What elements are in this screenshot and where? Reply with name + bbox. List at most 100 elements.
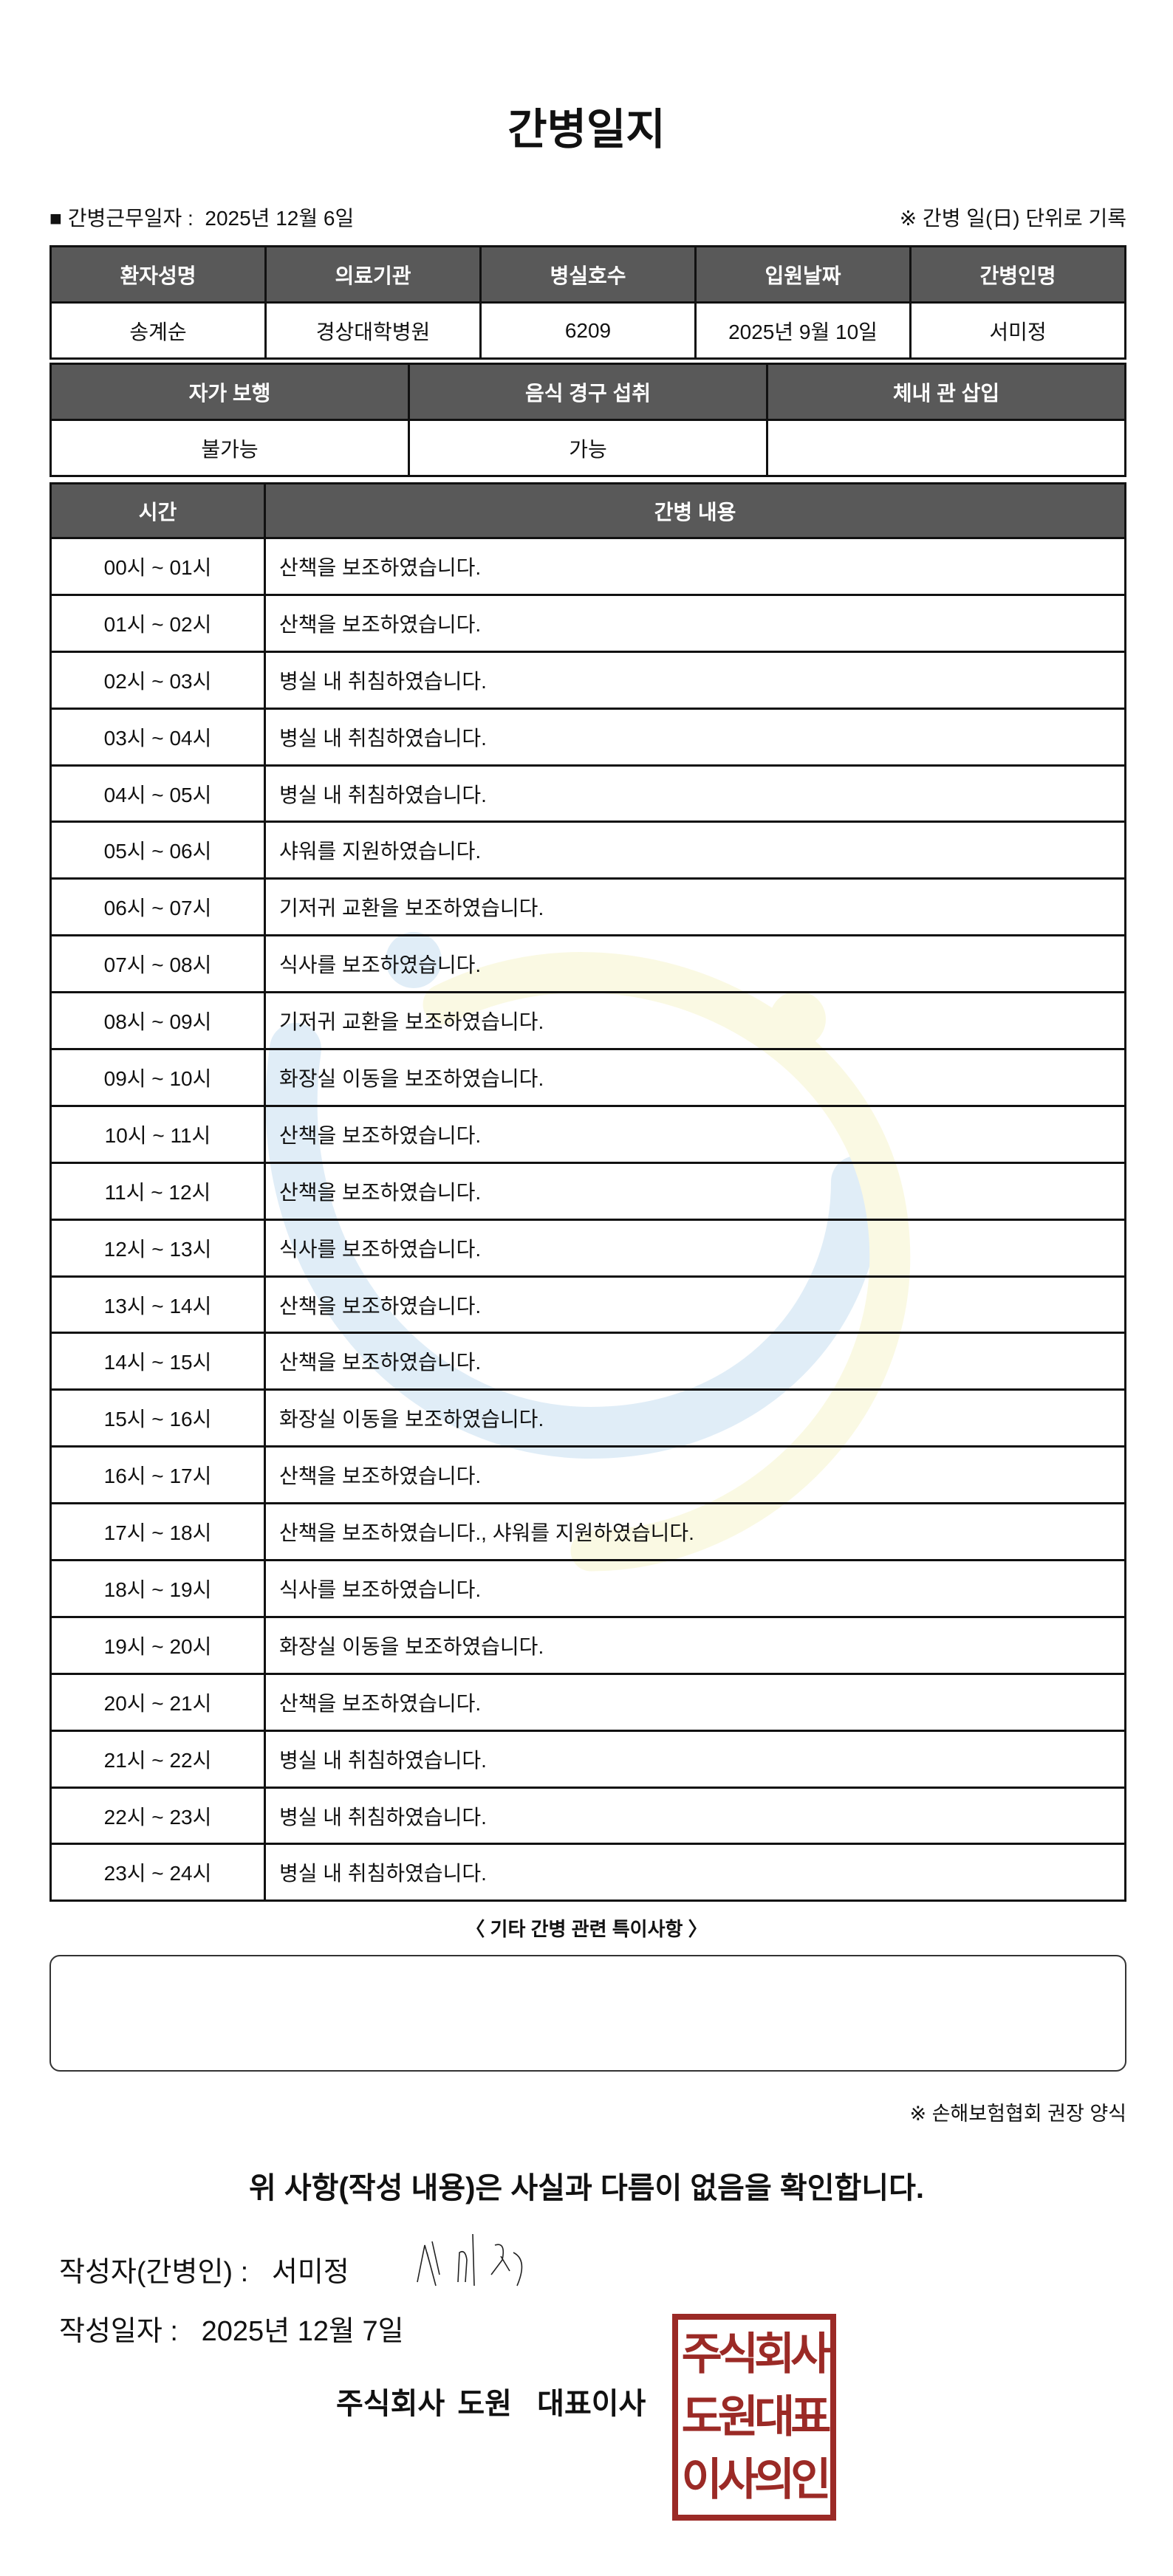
- time-cell: 23시 ~ 24시: [49, 1843, 266, 1902]
- table-row: 07시 ~ 08시 식사를 보조하였습니다.: [49, 934, 1126, 994]
- time-cell: 17시 ~ 18시: [49, 1502, 266, 1562]
- confirmation-statement: 위 사항(작성 내용)은 사실과 다름이 없음을 확인합니다.: [248, 2172, 925, 2205]
- table-row: 21시 ~ 22시 병실 내 취침하였습니다.: [49, 1729, 1126, 1789]
- table-row: 20시 ~ 21시 산책을 보조하였습니다.: [49, 1672, 1126, 1732]
- table-row: 19시 ~ 20시 화장실 이동을 보조하였습니다.: [49, 1615, 1126, 1675]
- table-row: 15시 ~ 16시 화장실 이동을 보조하였습니다.: [49, 1388, 1126, 1448]
- time-cell: 05시 ~ 06시: [49, 821, 266, 880]
- care-content-cell: 산책을 보조하였습니다.: [264, 1332, 1126, 1391]
- table-row: 13시 ~ 14시 산책을 보조하였습니다.: [49, 1275, 1126, 1335]
- time-cell: 21시 ~ 22시: [49, 1729, 266, 1789]
- header-cell: 의료기관: [264, 245, 482, 304]
- time-cell: 02시 ~ 03시: [49, 650, 266, 710]
- time-cell: 07시 ~ 08시: [49, 934, 266, 994]
- care-content-cell: 병실 내 취침하였습니다.: [264, 1729, 1126, 1789]
- care-content-cell: 병실 내 취침하였습니다.: [264, 707, 1126, 767]
- time-cell: 00시 ~ 01시: [49, 537, 266, 596]
- time-cell: 22시 ~ 23시: [49, 1786, 266, 1846]
- signature: [417, 2233, 523, 2286]
- table-row: 09시 ~ 10시 화장실 이동을 보조하였습니다.: [49, 1048, 1126, 1107]
- care-content-cell: 산책을 보조하였습니다.: [264, 593, 1126, 653]
- date-line: 작성일자 : 2025년 12월 7일: [59, 2308, 404, 2349]
- form-note: ※ 손해보험협회 권장 양식: [909, 2103, 1126, 2125]
- time-cell: 12시 ~ 13시: [49, 1218, 266, 1278]
- time-cell: 11시 ~ 12시: [49, 1161, 266, 1221]
- table-row: 10시 ~ 11시 산책을 보조하였습니다.: [49, 1104, 1126, 1164]
- time-cell: 15시 ~ 16시: [49, 1388, 266, 1448]
- company-representative: 주식회사 도원 대표이사: [336, 2388, 646, 2420]
- walking-status: 불가능: [49, 419, 410, 477]
- tube-status: [766, 419, 1126, 477]
- header-cell: 병실호수: [479, 245, 697, 304]
- table-row: 12시 ~ 13시 식사를 보조하였습니다.: [49, 1218, 1126, 1278]
- patient-name: 송계순: [49, 301, 267, 360]
- care-content-cell: 식사를 보조하였습니다.: [264, 1218, 1126, 1278]
- header-cell: 음식 경구 섭취: [408, 363, 768, 421]
- care-content-cell: 기저귀 교환을 보조하였습니다.: [264, 877, 1126, 937]
- work-date-value: 2025년 12월 6일: [205, 207, 355, 230]
- page-title: 간병일지: [507, 106, 666, 154]
- time-cell: 18시 ~ 19시: [49, 1559, 266, 1618]
- table-row: 11시 ~ 12시 산책을 보조하였습니다.: [49, 1161, 1126, 1221]
- time-cell: 10시 ~ 11시: [49, 1104, 266, 1164]
- header-cell: 자가 보행: [49, 363, 410, 421]
- care-content-cell: 산책을 보조하였습니다.: [264, 1161, 1126, 1221]
- care-content-cell: 산책을 보조하였습니다.: [264, 537, 1126, 596]
- status-table: 자가 보행 음식 경구 섭취 체내 관 삽입 불가능 가능: [49, 363, 1126, 477]
- oral-intake-status: 가능: [408, 419, 768, 477]
- author-label: 작성자(간병인) :: [59, 2257, 249, 2288]
- seal-line: 주식회사: [681, 2329, 832, 2379]
- patient-table: 환자성명 의료기관 병실호수 입원날짜 간병인명 송계순 경상대학병원 6209 2025년 …: [49, 245, 1126, 360]
- care-content-cell: 산책을 보조하였습니다., 샤워를 지원하였습니다.: [264, 1502, 1126, 1562]
- table-row: 08시 ~ 09시 기저귀 교환을 보조하였습니다.: [49, 991, 1126, 1051]
- care-log-table: 시간 간병 내용 00시 ~ 01시 산책을 보조하였습니다. 01시 ~ 02시 산책…: [49, 482, 1126, 1902]
- header-cell: 환자성명: [49, 245, 267, 304]
- header-cell: 입원날짜: [694, 245, 912, 304]
- time-cell: 19시 ~ 20시: [49, 1615, 266, 1675]
- table-row: 02시 ~ 03시 병실 내 취침하였습니다.: [49, 650, 1126, 710]
- care-content-cell: 식사를 보조하였습니다.: [264, 1559, 1126, 1618]
- work-date-label: ■ 간병근무일자 :: [49, 207, 194, 230]
- time-cell: 16시 ~ 17시: [49, 1445, 266, 1505]
- care-content-cell: 병실 내 취침하였습니다.: [264, 1843, 1126, 1902]
- seal-line: 도원대표: [681, 2391, 832, 2442]
- care-content-cell: 산책을 보조하였습니다.: [264, 1445, 1126, 1505]
- table-row: 16시 ~ 17시 산책을 보조하였습니다.: [49, 1445, 1126, 1505]
- care-content-cell: 병실 내 취침하였습니다.: [264, 1786, 1126, 1846]
- care-content-cell: 병실 내 취침하였습니다.: [264, 764, 1126, 823]
- care-content-cell: 산책을 보조하였습니다.: [264, 1672, 1126, 1732]
- table-row: 18시 ~ 19시 식사를 보조하였습니다.: [49, 1559, 1126, 1618]
- time-cell: 01시 ~ 02시: [49, 593, 266, 653]
- company-seal: 주식회사 도원대표 이사의인: [672, 2314, 836, 2521]
- remarks-label: 〈 기타 간병 관련 특이사항 〉: [465, 1918, 708, 1940]
- time-cell: 09시 ~ 10시: [49, 1048, 266, 1107]
- care-content-cell: 식사를 보조하였습니다.: [264, 934, 1126, 994]
- care-content-cell: 산책을 보조하였습니다.: [264, 1104, 1126, 1164]
- seal-line: 이사의인: [681, 2455, 832, 2505]
- time-cell: 08시 ~ 09시: [49, 991, 266, 1051]
- record-note: ※ 간병 일(日) 단위로 기록: [899, 207, 1126, 230]
- header-cell: 체내 관 삽입: [766, 363, 1126, 421]
- header-cell: 간병인명: [909, 245, 1126, 304]
- admission-date: 2025년 9월 10일: [694, 301, 912, 360]
- time-cell: 06시 ~ 07시: [49, 877, 266, 937]
- care-content-cell: 화장실 이동을 보조하였습니다.: [264, 1615, 1126, 1675]
- work-date: ■ 간병근무일자 : 2025년 12월 6일: [49, 202, 354, 232]
- time-cell: 14시 ~ 15시: [49, 1332, 266, 1391]
- header-cell: 시간: [49, 482, 266, 539]
- table-row: 06시 ~ 07시 기저귀 교환을 보조하였습니다.: [49, 877, 1126, 937]
- table-row: 05시 ~ 06시 샤워를 지원하였습니다.: [49, 821, 1126, 880]
- care-content-cell: 화장실 이동을 보조하였습니다.: [264, 1388, 1126, 1448]
- table-row: 04시 ~ 05시 병실 내 취침하였습니다.: [49, 764, 1126, 823]
- care-content-cell: 기저귀 교환을 보조하였습니다.: [264, 991, 1126, 1051]
- caregiver-name: 서미정: [909, 301, 1126, 360]
- time-cell: 04시 ~ 05시: [49, 764, 266, 823]
- table-row: 23시 ~ 24시 병실 내 취침하였습니다.: [49, 1843, 1126, 1902]
- time-cell: 13시 ~ 14시: [49, 1275, 266, 1335]
- table-row: 03시 ~ 04시 병실 내 취침하였습니다.: [49, 707, 1126, 767]
- header-cell: 간병 내용: [264, 482, 1126, 539]
- room-number: 6209: [479, 301, 697, 360]
- table-row: 01시 ~ 02시 산책을 보조하였습니다.: [49, 593, 1126, 653]
- time-cell: 03시 ~ 04시: [49, 707, 266, 767]
- author-line: 작성자(간병인) : 서미정: [59, 2249, 349, 2289]
